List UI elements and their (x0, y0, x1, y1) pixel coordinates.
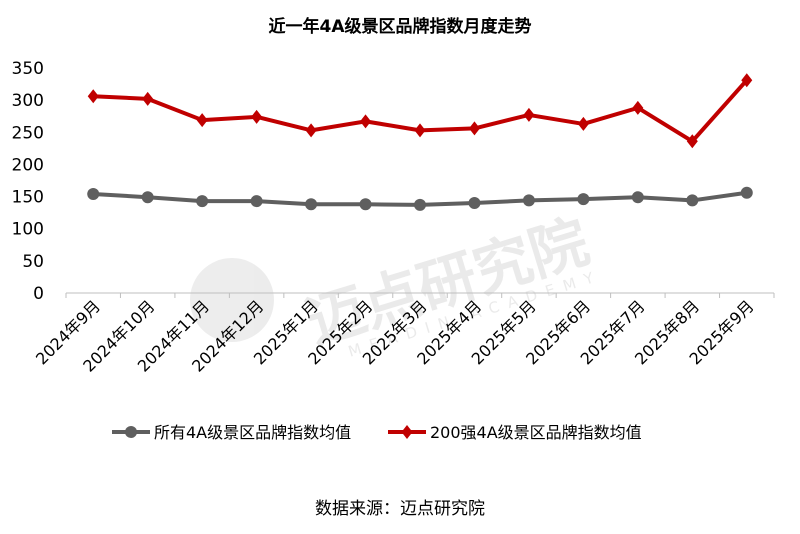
data-point (305, 198, 318, 211)
legend-label: 所有4A级景区品牌指数均值 (154, 423, 351, 442)
data-point (523, 107, 535, 122)
legend-marker (125, 426, 137, 438)
data-point (686, 194, 699, 207)
y-tick-label: 150 (12, 188, 44, 208)
data-point (142, 91, 154, 106)
y-tick-label: 300 (12, 91, 44, 111)
data-point (250, 195, 263, 208)
data-point (522, 194, 535, 207)
legend-marker (401, 425, 413, 439)
data-point (141, 191, 154, 204)
data-point (196, 113, 208, 128)
data-point (577, 116, 589, 131)
data-point (740, 186, 753, 199)
data-point (631, 191, 644, 204)
data-point (87, 188, 100, 200)
data-point (196, 195, 209, 208)
data-point (741, 73, 753, 88)
y-tick-label: 100 (12, 220, 44, 240)
data-point (468, 121, 480, 136)
y-tick-label: 0 (33, 284, 44, 304)
data-point (468, 197, 481, 209)
y-tick-label: 200 (12, 155, 44, 175)
y-tick-label: 50 (22, 252, 44, 272)
watermark-logo (190, 258, 274, 342)
data-point (414, 198, 426, 211)
data-point (359, 198, 372, 211)
y-tick-label: 250 (12, 123, 44, 143)
y-tick-label: 350 (12, 59, 44, 79)
data-point (305, 123, 317, 138)
data-point (577, 193, 590, 206)
data-point (360, 114, 372, 129)
chart-title: 近一年4A级景区品牌指数月度走势 (269, 16, 532, 37)
legend-label: 200强4A级景区品牌指数均值 (430, 423, 642, 442)
data-point (87, 89, 99, 104)
source-note: 数据来源：迈点研究院 (315, 499, 485, 519)
data-point (632, 100, 644, 115)
data-point (414, 123, 426, 138)
data-point (686, 134, 698, 149)
data-point (251, 109, 263, 124)
